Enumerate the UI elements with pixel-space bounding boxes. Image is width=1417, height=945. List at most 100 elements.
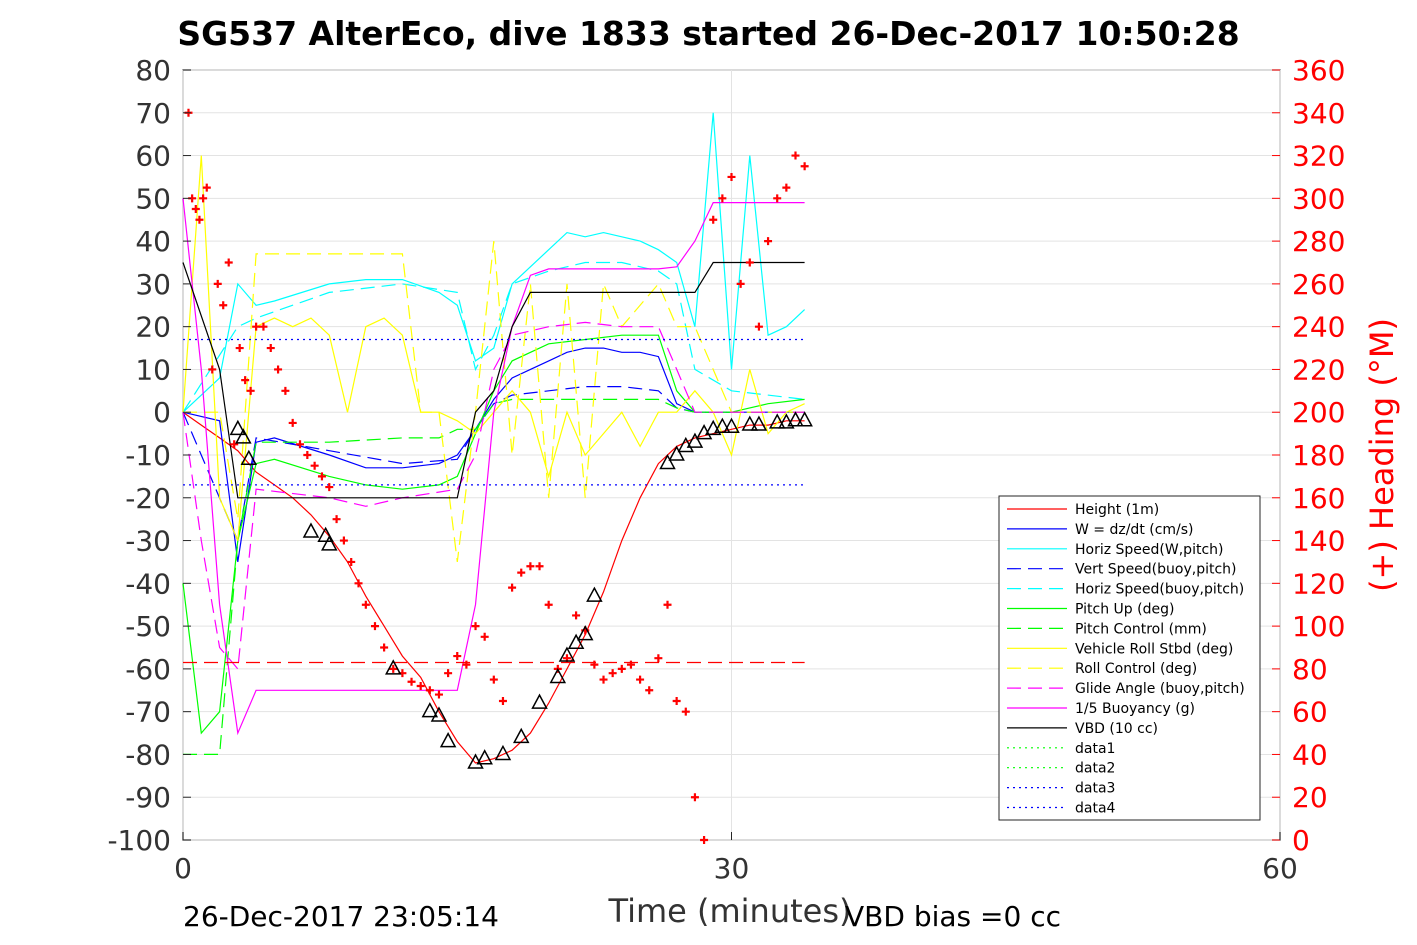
heading-point: [325, 483, 334, 492]
heading-point: [219, 301, 228, 310]
series-line: [182, 411, 805, 764]
chart-title: SG537 AlterEco, dive 1833 started 26-Dec…: [177, 14, 1240, 53]
legend-entry: Vehicle Roll Stbd (deg): [1075, 641, 1233, 657]
x-tick-label: 60: [1262, 852, 1298, 885]
profile-marker: [586, 586, 603, 602]
series-line: [182, 261, 805, 413]
profile-marker: [494, 744, 512, 761]
y2-tick-label: 60: [1292, 696, 1328, 729]
x-tick-label: 0: [174, 852, 192, 885]
footer-timestamp: 26-Dec-2017 23:05:14: [183, 900, 499, 933]
heading-point: [241, 376, 250, 385]
y2-tick-label: 220: [1292, 353, 1345, 386]
y-tick-label: -90: [125, 781, 171, 814]
heading-point: [572, 611, 581, 620]
y-tick-label: -80: [125, 738, 171, 771]
heading-point: [517, 568, 526, 577]
profile-marker: [302, 522, 320, 538]
profile-marker: [558, 646, 576, 662]
y2-tick-label: 40: [1292, 738, 1328, 771]
tick-labels: 80706050403020100-10-20-30-40-50-60-70-8…: [107, 54, 1345, 885]
heading-point: [773, 194, 782, 203]
legend: Height (1m) W = dz/dt (cm/s) Horiz Speed(W…: [998, 495, 1261, 821]
legend-entry: data2: [1075, 761, 1115, 777]
profile-marker: [778, 413, 795, 429]
legend-box: [998, 495, 1261, 821]
y2-tick-label: 240: [1292, 311, 1345, 344]
heading-point: [654, 654, 663, 663]
heading-point: [718, 194, 727, 203]
y2-tick-label: 260: [1292, 268, 1345, 301]
series-line: [183, 398, 805, 756]
y2-tick-label: 140: [1292, 525, 1345, 558]
profile-marker: [235, 428, 252, 444]
y-tick-label: 20: [135, 311, 171, 344]
legend-entry: Horiz Speed(W,pitch): [1075, 542, 1223, 558]
heading-point: [489, 675, 498, 684]
y2-tick-label: 320: [1292, 140, 1345, 173]
y-tick-label: 60: [135, 140, 171, 173]
profile-marker: [421, 702, 439, 718]
heading-point: [645, 686, 654, 695]
heading-point: [354, 579, 363, 588]
legend-entry: Roll Control (deg): [1075, 661, 1197, 677]
y-tick-label: 10: [135, 353, 171, 386]
heading-point: [800, 162, 809, 171]
legend-entry: 1/5 Buoyancy (g): [1075, 701, 1195, 717]
legend-entry: Horiz Speed(buoy,pitch): [1075, 582, 1244, 598]
heading-point: [310, 461, 319, 470]
y-tick-label: -40: [125, 567, 171, 600]
heading-point: [213, 279, 222, 288]
heading-point: [434, 690, 443, 699]
heading-point: [791, 151, 800, 160]
heading-point: [274, 365, 283, 374]
y2-tick-label: 80: [1292, 653, 1328, 686]
series-line: [182, 347, 805, 562]
profile-marker: [512, 727, 530, 744]
heading-point: [230, 440, 239, 449]
heading-point: [199, 194, 208, 203]
heading-point: [259, 322, 268, 331]
profile-marker: [723, 417, 740, 433]
y-tick-label: 30: [135, 268, 171, 301]
heading-point: [266, 344, 275, 353]
heading-point: [347, 557, 356, 566]
series-line: [182, 386, 805, 543]
y-tick-label: -60: [125, 653, 171, 686]
profile-marker: [229, 419, 247, 436]
heading-point: [339, 536, 348, 545]
heading-point: [370, 622, 379, 631]
series-line: [182, 321, 805, 671]
heading-point: [590, 660, 599, 669]
heading-point: [617, 664, 626, 673]
heading-point: [235, 344, 244, 353]
legend-entry: Pitch Up (deg): [1075, 602, 1174, 618]
series-line: [183, 241, 805, 562]
heading-point: [690, 793, 699, 802]
legend-entry: Pitch Control (mm): [1075, 621, 1207, 637]
heading-point: [764, 237, 773, 246]
y-tick-label: 50: [135, 182, 171, 215]
heading-point: [782, 183, 791, 192]
y2-tick-label: 100: [1292, 610, 1345, 643]
y2-tick-label: 20: [1292, 781, 1328, 814]
heading-point: [626, 660, 635, 669]
profile-marker: [240, 449, 258, 466]
heading-point: [471, 622, 480, 631]
heading-point: [700, 836, 709, 844]
profile-marker: [714, 417, 731, 433]
y2-tick-label: 340: [1292, 97, 1345, 130]
series-line: [182, 198, 805, 736]
heading-point: [224, 258, 233, 267]
heading-point: [681, 707, 690, 716]
profile-marker: [576, 625, 594, 641]
legend-entry: data3: [1075, 781, 1115, 797]
heading-point: [296, 440, 305, 449]
x-axis-label: Time (minutes): [608, 892, 852, 930]
heading-point: [246, 386, 255, 395]
heading-point: [317, 472, 326, 481]
profile-marker: [668, 445, 685, 461]
y2-tick-label: 180: [1292, 439, 1345, 472]
profile-marker: [686, 432, 704, 448]
